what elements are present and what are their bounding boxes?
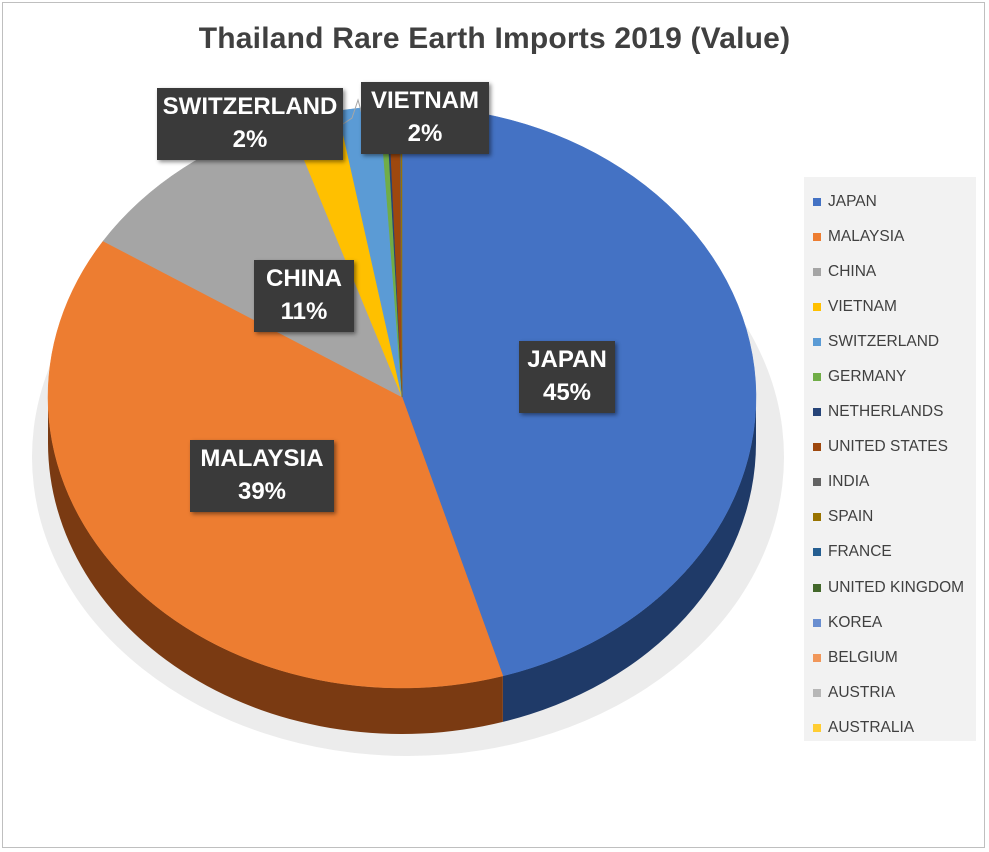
pie-side-japan <box>502 397 756 722</box>
legend-item-japan: JAPAN <box>804 184 976 219</box>
legend-item-austria: AUSTRIA <box>804 675 976 710</box>
data-label-name: MALAYSIA <box>200 445 324 472</box>
chart-title: Thailand Rare Earth Imports 2019 (Value) <box>198 22 791 55</box>
legend-swatch <box>813 688 821 697</box>
legend-label: UNITED STATES <box>828 438 948 456</box>
legend-swatch <box>813 653 821 662</box>
legend-item-australia: AUSTRALIA <box>804 710 976 745</box>
legend-swatch <box>813 583 821 592</box>
legend-item-malaysia: MALAYSIA <box>804 219 976 254</box>
data-label-switzerland: SWITZERLAND 2% <box>157 88 343 160</box>
legend-item-switzerland: SWITZERLAND <box>804 324 976 359</box>
legend-swatch <box>813 302 821 311</box>
data-label-value: 2% <box>232 126 268 153</box>
legend-swatch <box>813 548 821 557</box>
legend-item-united-kingdom: UNITED KINGDOM <box>804 570 976 605</box>
legend-swatch <box>813 478 821 487</box>
legend-swatch <box>813 408 821 417</box>
data-label-value: 11% <box>280 298 328 325</box>
legend-label: VIETNAM <box>828 297 897 315</box>
legend-item-china: CHINA <box>804 254 976 289</box>
legend-swatch <box>813 373 821 382</box>
legend-item-spain: SPAIN <box>804 500 976 535</box>
legend-label: INDIA <box>828 473 870 491</box>
data-label-value: 2% <box>407 120 443 147</box>
legend-label: UNITED KINGDOM <box>828 578 965 596</box>
legend-swatch <box>813 337 821 346</box>
data-label-japan: JAPAN 45% <box>519 341 615 413</box>
data-label-name: VIETNAM <box>371 87 479 114</box>
legend-label: CHINA <box>828 262 877 280</box>
data-label-malaysia: MALAYSIA 39% <box>190 440 334 512</box>
legend-label: BELGIUM <box>828 648 898 666</box>
legend-label: SPAIN <box>828 508 874 526</box>
legend-swatch <box>813 197 821 206</box>
data-label-value: 39% <box>237 478 287 505</box>
data-label-name: CHINA <box>266 265 342 292</box>
legend-item-united-states: UNITED STATES <box>804 430 976 465</box>
legend-item-korea: KOREA <box>804 605 976 640</box>
data-label-name: JAPAN <box>527 346 607 373</box>
legend: JAPAN MALAYSIA CHINA VIETNAM SWITZERLAND GERM… <box>804 177 976 741</box>
legend-label: SWITZERLAND <box>828 332 940 350</box>
legend-label: GERMANY <box>828 368 907 386</box>
legend-swatch <box>813 232 821 241</box>
legend-item-germany: GERMANY <box>804 359 976 394</box>
legend-swatch <box>813 267 821 276</box>
legend-item-netherlands: NETHERLANDS <box>804 395 976 430</box>
legend-item-france: FRANCE <box>804 535 976 570</box>
legend-label: FRANCE <box>828 543 892 561</box>
legend-label: NETHERLANDS <box>828 403 944 421</box>
legend-item-belgium: BELGIUM <box>804 640 976 675</box>
data-label-value: 45% <box>542 379 592 406</box>
data-label-name: SWITZERLAND <box>162 93 338 120</box>
legend-label: AUSTRALIA <box>828 718 915 736</box>
legend-label: KOREA <box>828 613 883 631</box>
legend-swatch <box>813 443 821 452</box>
pie-side-malaysia <box>48 397 503 735</box>
legend-label: MALAYSIA <box>828 227 905 245</box>
data-label-china: CHINA 11% <box>254 260 354 332</box>
legend-label: AUSTRIA <box>828 683 896 701</box>
legend-item-india: INDIA <box>804 465 976 500</box>
legend-swatch <box>813 618 821 627</box>
legend-item-vietnam: VIETNAM <box>804 289 976 324</box>
legend-swatch <box>813 513 821 522</box>
legend-swatch <box>813 723 821 732</box>
data-label-vietnam: VIETNAM 2% <box>361 82 489 154</box>
legend-label: JAPAN <box>828 192 877 210</box>
